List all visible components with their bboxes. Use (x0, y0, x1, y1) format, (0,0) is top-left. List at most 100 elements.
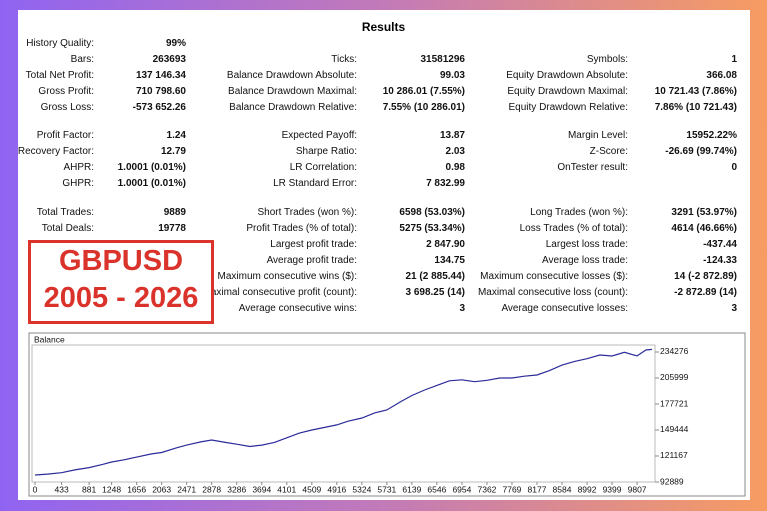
stat-value: 7 832.99 (426, 178, 465, 189)
x-tick-label: 8584 (553, 484, 572, 494)
chart-title: Balance (34, 334, 65, 344)
title: Results (361, 20, 406, 34)
stat-value: 1.0001 (0.01%) (117, 162, 186, 173)
stat-label: Total Trades: (36, 207, 94, 218)
stat-label: Total Deals: (41, 223, 94, 234)
stat-label: AHPR: (63, 162, 94, 173)
stat-value: -437.44 (703, 239, 737, 250)
stat-label: Bars: (70, 54, 94, 65)
x-tick-label: 433 (54, 484, 68, 494)
stat-value: 710 798.60 (135, 86, 186, 97)
x-tick-label: 2471 (177, 484, 196, 494)
stat-value: 6598 (53.03%) (399, 207, 465, 218)
stat-label: GHPR: (62, 178, 94, 189)
stat-label: LR Standard Error: (273, 178, 357, 189)
stat-label: Balance Drawdown Relative: (229, 102, 357, 113)
stat-value: 134.75 (434, 255, 465, 266)
stat-value: 3291 (53.97%) (671, 207, 737, 218)
stat-value: -124.33 (703, 255, 737, 266)
x-tick-label: 4101 (277, 484, 296, 494)
stat-value: 10 286.01 (7.55%) (382, 86, 465, 97)
stat-label: Average consecutive losses: (501, 303, 628, 314)
stat-label: Ticks: (331, 54, 357, 65)
stat-value: 7.55% (10 286.01) (382, 102, 465, 113)
balance-line (34, 348, 653, 476)
stat-label: Loss Trades (% of total): (519, 223, 628, 234)
y-tick-label: 92889 (660, 476, 684, 486)
badge-line: 2005 - 2026 (43, 282, 199, 314)
stat-value: 3 698.25 (14) (405, 287, 466, 298)
badge-line: GBPUSD (58, 245, 184, 277)
stat-value: 137 146.34 (135, 70, 186, 81)
stat-label: Short Trades (won %): (257, 207, 357, 218)
stat-label: Long Trades (won %): (530, 207, 628, 218)
stat-label: Largest loss trade: (545, 239, 628, 250)
stat-label: Margin Level: (567, 130, 628, 141)
x-tick-label: 7362 (478, 484, 497, 494)
stat-label: Average profit trade: (266, 255, 357, 266)
stat-label: Expected Payoff: (281, 130, 357, 141)
stat-value: 1.24 (166, 130, 186, 141)
stat-label: Gross Profit: (38, 86, 94, 97)
x-tick-label: 5324 (352, 484, 371, 494)
x-tick-label: 1656 (127, 484, 146, 494)
stat-value: 3 (731, 303, 737, 314)
x-tick-label: 9807 (628, 484, 647, 494)
stat-value: 0 (731, 162, 737, 173)
stat-value: 14 (-2 872.89) (674, 271, 737, 282)
plot-area (31, 344, 656, 483)
x-tick-label: 8992 (578, 484, 597, 494)
x-tick-label: 0 (33, 484, 38, 494)
stat-label: Symbols: (586, 54, 628, 65)
stat-value: 99.03 (439, 70, 465, 81)
y-tick-label: 121167 (660, 450, 688, 460)
stat-value: 1 (731, 54, 737, 65)
stat-value: -573 652.26 (132, 102, 186, 113)
stat-value: 19778 (158, 223, 186, 234)
stat-value: 2 847.90 (426, 239, 465, 250)
y-tick-label: 177721 (660, 398, 689, 408)
stat-value: 5275 (53.34%) (399, 223, 465, 234)
y-tick-label: 205999 (660, 372, 689, 382)
x-tick-label: 6139 (402, 484, 421, 494)
stat-value: 7.86% (10 721.43) (654, 102, 737, 113)
x-tick-label: 2878 (202, 484, 221, 494)
stat-label: Average loss trade: (542, 255, 628, 266)
x-tick-label: 5731 (377, 484, 396, 494)
stat-value: 4614 (46.66%) (671, 223, 737, 234)
stat-value: -26.69 (99.74%) (665, 146, 737, 157)
stat-label: Largest profit trade: (270, 239, 357, 250)
stat-label: Average consecutive wins: (238, 303, 357, 314)
stat-value: 99% (165, 38, 186, 49)
stat-value: 366.08 (706, 70, 737, 81)
y-tick-label: 149444 (660, 424, 689, 434)
x-tick-label: 2063 (152, 484, 171, 494)
stat-label: Maximal consecutive profit (count): (202, 287, 357, 298)
stat-value: 263693 (152, 54, 186, 65)
stat-value: 15952.22% (686, 130, 737, 141)
x-tick-label: 3694 (252, 484, 271, 494)
stat-value: 0.98 (445, 162, 465, 173)
stat-label: Equity Drawdown Relative: (508, 102, 629, 113)
stat-label: Balance Drawdown Maximal: (228, 86, 357, 97)
x-tick-label: 9399 (603, 484, 622, 494)
stat-label: Balance Drawdown Absolute: (226, 70, 357, 81)
stat-label: Profit Factor: (36, 130, 94, 141)
y-tick-label: 234276 (660, 346, 689, 356)
x-tick-label: 7769 (503, 484, 522, 494)
stat-value: 13.87 (439, 130, 465, 141)
stat-label: Equity Drawdown Maximal: (507, 86, 628, 97)
stat-label: Z-Score: (589, 146, 628, 157)
x-tick-label: 6546 (427, 484, 446, 494)
x-tick-label: 4916 (327, 484, 346, 494)
stat-label: Recovery Factor: (17, 146, 94, 157)
stat-label: Equity Drawdown Absolute: (506, 70, 628, 81)
stat-label: LR Correlation: (289, 162, 357, 173)
stat-label: Maximum consecutive wins ($): (217, 271, 357, 282)
stat-value: 1.0001 (0.01%) (117, 178, 186, 189)
stat-label: OnTester result: (557, 162, 628, 173)
stat-value: 10 721.43 (7.86%) (654, 86, 737, 97)
stat-label: Maximal consecutive loss (count): (477, 287, 628, 298)
